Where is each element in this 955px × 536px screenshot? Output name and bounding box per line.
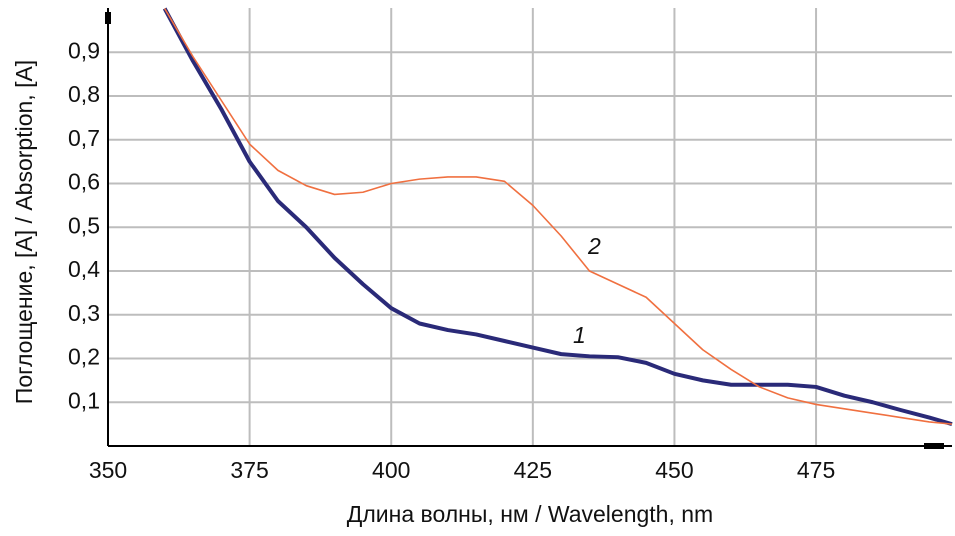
axis-marker bbox=[924, 443, 944, 449]
axis-marker bbox=[105, 12, 111, 24]
y-axis-label: Поглощение, [A] / Absorption, [A] bbox=[11, 60, 37, 404]
y-tick-label: 0,2 bbox=[68, 344, 100, 370]
x-tick-label: 425 bbox=[514, 457, 552, 483]
y-tick-label: 0,4 bbox=[68, 256, 100, 282]
y-tick-label: 0,5 bbox=[68, 212, 100, 238]
y-tick-label: 0,7 bbox=[68, 125, 100, 151]
plot: 12 bbox=[162, 7, 953, 427]
x-tick-label: 400 bbox=[372, 457, 410, 483]
series-label: 2 bbox=[587, 233, 601, 259]
x-tick-label: 350 bbox=[89, 457, 127, 483]
y-tick-label: 0,9 bbox=[68, 37, 100, 63]
y-tick-label: 0,3 bbox=[68, 300, 100, 326]
y-tick-label: 0,6 bbox=[68, 169, 100, 195]
y-tick-label: 0,1 bbox=[68, 387, 100, 413]
x-tick-label: 375 bbox=[230, 457, 268, 483]
x-axis-label: Длина волны, нм / Wavelength, nm bbox=[347, 501, 713, 527]
series-label: 1 bbox=[573, 322, 586, 348]
x-tick-label: 475 bbox=[797, 457, 835, 483]
line-series bbox=[163, 8, 953, 425]
x-tick-label: 450 bbox=[655, 457, 693, 483]
y-tick-label: 0,8 bbox=[68, 81, 100, 107]
line-series bbox=[162, 7, 953, 427]
